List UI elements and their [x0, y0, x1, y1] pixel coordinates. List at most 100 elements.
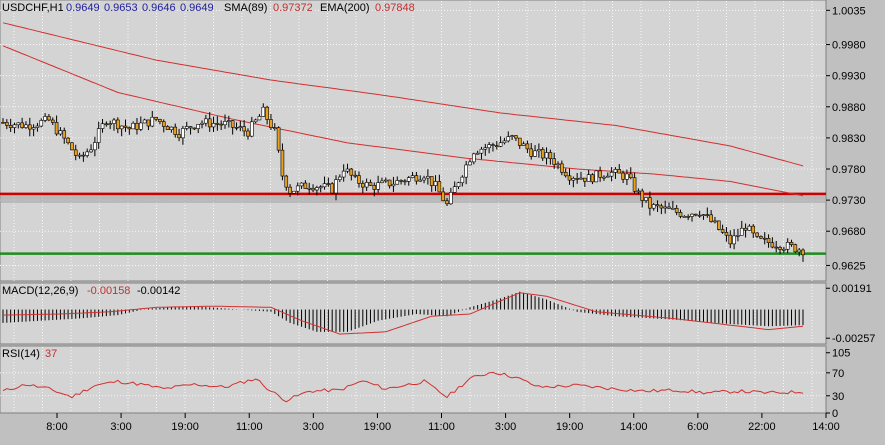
candle-body [720, 229, 725, 233]
candle-body [433, 181, 438, 186]
candle-body [138, 122, 143, 130]
rsi-grid [0, 347, 826, 413]
candle-body [272, 127, 277, 129]
candle-body [728, 234, 733, 245]
candle-body [617, 169, 622, 174]
candle-body [146, 119, 151, 127]
candle-body [475, 152, 480, 155]
candle-body [782, 248, 786, 251]
candle-body [66, 137, 70, 144]
macd-tick-label: -0.00257 [832, 333, 875, 345]
rsi-panel: 105 70 30 0 RSI(14) 37 [0, 345, 850, 420]
candle-body [173, 126, 178, 135]
candle-body [165, 126, 170, 130]
ohlc-close: 0.9649 [180, 2, 214, 14]
candle-body [540, 149, 545, 159]
candle-body [326, 183, 331, 185]
candle-body [686, 216, 690, 218]
candle-body [223, 121, 227, 126]
candle-body [238, 126, 243, 128]
candle-body [751, 225, 756, 234]
candle-body [89, 149, 93, 153]
candle-body [188, 126, 193, 129]
candle-body [456, 182, 461, 187]
candle-body [58, 130, 63, 135]
candle-body [498, 142, 503, 147]
candle-body [445, 200, 449, 205]
rsi-tick-label: 105 [832, 348, 850, 360]
candle-body [648, 197, 652, 209]
candle-body [219, 123, 223, 126]
price-tick-label: 0.9830 [832, 133, 866, 145]
candle-body [318, 186, 323, 189]
candle-body [709, 214, 713, 222]
candle-body [181, 128, 185, 139]
candle-body [288, 186, 292, 194]
time-tick-label: 14:00 [620, 421, 648, 433]
candle-body [39, 120, 44, 127]
macd-signal-line [2, 292, 804, 335]
candle-body [1, 122, 5, 124]
candle-body [207, 118, 212, 128]
candle-body [399, 180, 403, 182]
candle-body [789, 242, 794, 245]
candle-body [158, 118, 162, 122]
candle-body [73, 149, 78, 156]
candle-body [636, 190, 641, 193]
candle-body [54, 122, 59, 135]
candle-body [127, 127, 132, 130]
candle-body [544, 152, 549, 159]
candle-body [468, 161, 472, 166]
rsi-y-axis: 105 70 30 0 [826, 348, 850, 420]
candle-body [575, 178, 579, 180]
candle-body [242, 126, 246, 132]
candle-body [422, 177, 426, 181]
rsi-label: RSI(14) [2, 348, 40, 360]
candle-body [590, 174, 595, 183]
candle-body [119, 125, 124, 130]
candle-body [506, 136, 511, 142]
candle-body [96, 128, 101, 143]
candle-body [108, 123, 112, 125]
candle-body [556, 163, 560, 166]
candle-body [406, 177, 411, 182]
macd-panel: 0.00191 -0.00257 MACD(12,26,9) -0.00158 -… [0, 282, 875, 345]
time-tick-label: 3:00 [110, 421, 131, 433]
candle-body [81, 154, 86, 157]
candle-body [594, 170, 599, 183]
candle-body [663, 206, 668, 209]
candle-body [797, 249, 801, 253]
candle-body [674, 208, 679, 213]
time-axis: 8:00 3:00 19:00 11:00 3:00 19:00 11:00 3:00 19:0… [46, 413, 840, 433]
candle-body [602, 176, 606, 179]
candle-body [311, 187, 315, 191]
macd-label: MACD(12,26,9) [2, 285, 78, 297]
candle-body [529, 148, 534, 157]
candle-body [651, 204, 656, 209]
candle-body [315, 187, 319, 191]
time-tick-label: 11:00 [236, 421, 263, 433]
candle-body [621, 172, 625, 180]
rsi-tick-label: 70 [832, 368, 844, 380]
candle-body [449, 192, 453, 205]
candle-body [376, 182, 380, 190]
candle-body [349, 168, 354, 176]
candle-body [609, 172, 614, 177]
candle-body [27, 124, 32, 130]
candle-body [747, 225, 752, 231]
price-levels [0, 192, 826, 255]
price-tick-label: 1.0035 [832, 5, 866, 17]
candle-body [322, 183, 327, 188]
time-tick-label: 19:00 [556, 421, 584, 433]
candle-body [142, 119, 147, 124]
candle-body [510, 135, 514, 137]
candle-body [793, 244, 798, 253]
candle-body [464, 164, 468, 178]
candle-body [755, 232, 759, 237]
candle-body [671, 208, 675, 210]
candle-body [640, 190, 645, 201]
candle-body [494, 145, 499, 148]
candle-body [50, 119, 55, 123]
candle-body [253, 119, 258, 123]
candle-body [345, 168, 350, 172]
